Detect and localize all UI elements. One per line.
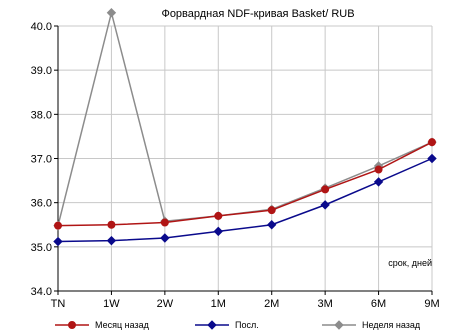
data-point — [54, 221, 62, 230]
x-tick-label: 2M — [264, 298, 279, 310]
data-point — [107, 220, 116, 229]
x-tick-label: 1M — [211, 298, 226, 310]
series-line-3 — [57, 12, 433, 226]
data-point — [321, 185, 330, 194]
legend-marker — [334, 320, 344, 330]
x-tick-label: TN — [51, 298, 66, 310]
y-tick-label: 34.0 — [31, 286, 52, 298]
y-tick-label: 39.0 — [31, 65, 52, 77]
legend-marker — [207, 320, 217, 330]
data-point — [373, 177, 384, 187]
gridlines — [57, 25, 433, 292]
axis-annotation: срок, дней — [388, 258, 432, 268]
y-tick-label: 37.0 — [31, 154, 52, 166]
data-point — [374, 165, 383, 174]
chart-title: Форвардная NDF-кривая Basket/ RUB — [161, 8, 354, 20]
y-tick-label: 40.0 — [31, 21, 52, 33]
axes: 34.0 35.0 36.0 37.0 38.0 39.0 40.0 TN 1W 2W 1M 2M 3M… — [31, 21, 440, 310]
data-point — [160, 233, 170, 243]
data-point — [320, 200, 330, 210]
y-tick-label: 35.0 — [31, 242, 52, 254]
y-tick-label: 36.0 — [31, 198, 52, 210]
x-tick-label: 3M — [318, 298, 333, 310]
x-tick-label: 2W — [157, 298, 174, 310]
series-lines — [53, 8, 437, 247]
legend-marker — [68, 321, 76, 329]
data-point — [428, 138, 436, 147]
data-point — [106, 8, 117, 18]
legend-label: Месяц назад — [95, 320, 150, 330]
series-line-2 — [57, 157, 433, 243]
data-point — [106, 235, 117, 246]
data-point — [160, 218, 169, 227]
y-tick-label: 38.0 — [31, 109, 52, 121]
data-point — [267, 206, 276, 215]
x-tick-label: 9M — [424, 298, 439, 310]
series-line-1 — [57, 141, 433, 227]
data-point — [213, 226, 223, 237]
x-tick-label: 1W — [103, 298, 120, 310]
data-point — [267, 220, 277, 230]
data-point — [53, 236, 63, 247]
data-point — [214, 211, 223, 220]
legend-label: Посл. — [235, 320, 259, 330]
legend: Месяц назад Посл. Неделя назад — [55, 320, 421, 330]
x-tick-label: 6M — [371, 298, 386, 310]
legend-label: Неделя назад — [362, 320, 421, 330]
data-point — [427, 153, 437, 164]
